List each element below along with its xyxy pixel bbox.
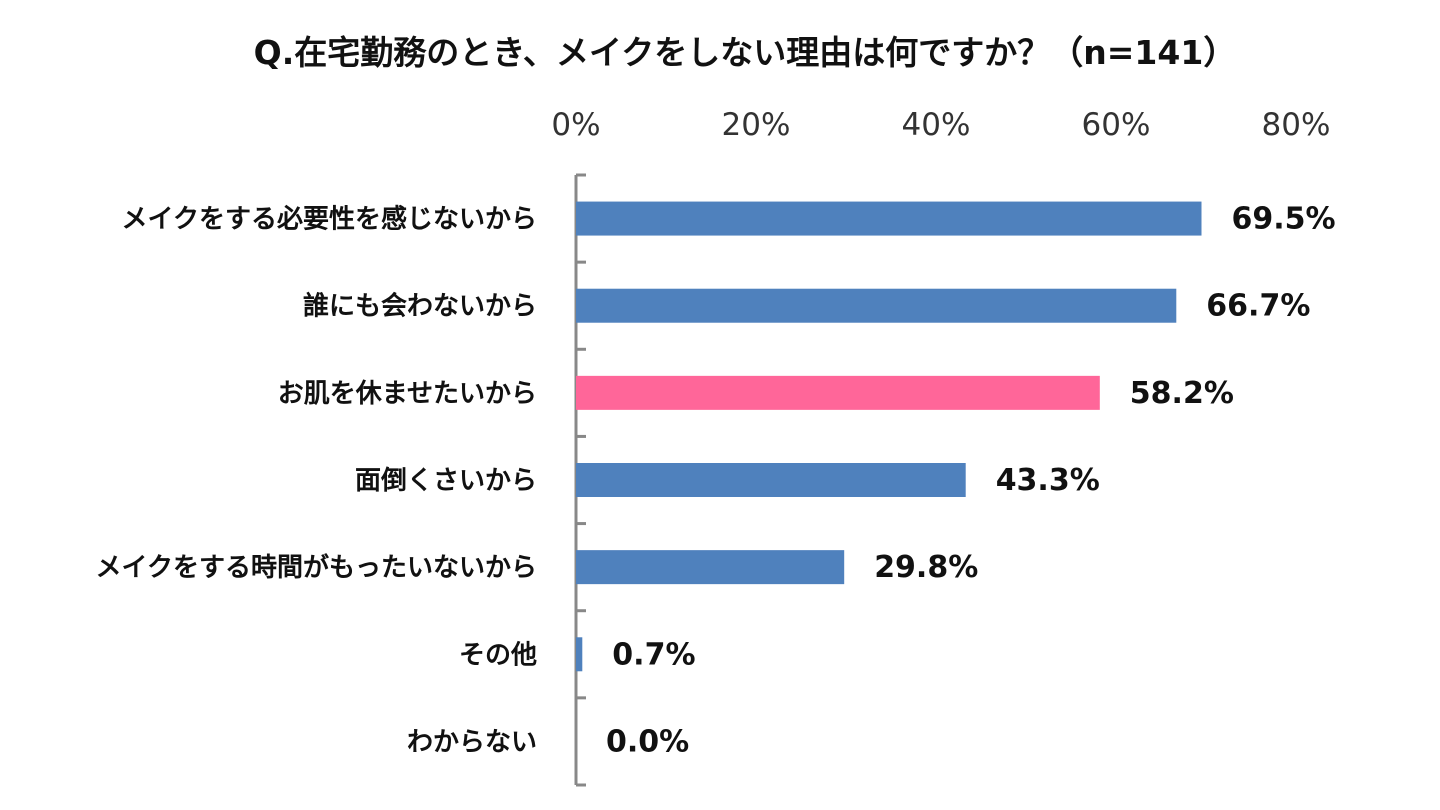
category-label: その他 (459, 640, 537, 670)
x-tick-label: 20% (722, 107, 791, 143)
category-label: わからない (407, 727, 537, 757)
category-label: メイクをする時間がもったいないから (96, 552, 537, 583)
bar (576, 637, 583, 672)
category-label: お肌を休ませたいから (278, 379, 537, 409)
chart-title: Q.在宅勤務のとき、メイクをしない理由は何ですか？（n=141） (254, 33, 1237, 72)
data-label: 66.7% (1206, 289, 1310, 324)
category-label: メイクをする必要性を感じないから (122, 205, 537, 235)
x-tick-label: 40% (902, 107, 971, 143)
data-label: 29.8% (874, 550, 978, 585)
x-tick-label: 0% (551, 107, 600, 143)
x-tick-label: 60% (1082, 107, 1151, 143)
category-label: 面倒くさいから (355, 466, 537, 496)
data-label: 43.3% (996, 463, 1100, 498)
x-tick-label: 80% (1262, 107, 1331, 143)
data-label: 58.2% (1130, 376, 1234, 411)
bar (576, 375, 1100, 410)
bar (576, 288, 1177, 323)
data-label: 0.7% (612, 637, 695, 672)
bar (576, 201, 1202, 236)
bar (576, 463, 966, 497)
data-label: 69.5% (1232, 202, 1336, 237)
data-label: 0.0% (606, 724, 689, 759)
bar (576, 550, 845, 585)
category-label: 誰にも会わないから (303, 291, 537, 322)
